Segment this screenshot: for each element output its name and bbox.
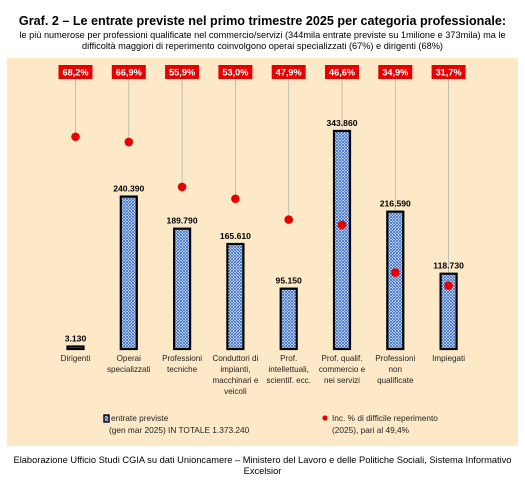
pct-label-box-2 [165, 65, 200, 79]
pct-label-2: 55,9% [169, 67, 195, 77]
pct-label-box-6 [378, 65, 413, 79]
pct-label-6: 34,9% [382, 67, 408, 77]
pct-label-5: 46,6% [329, 67, 355, 77]
chart-subtitle: le più numerose per professioni qualific… [19, 30, 506, 51]
bar-3 [226, 242, 245, 351]
category-label-6: Professioni non qualificate [375, 354, 415, 385]
dot-1 [124, 137, 134, 147]
dot-3 [231, 194, 240, 204]
category-label-0: Dirigenti [61, 354, 91, 363]
dot-0 [71, 132, 80, 142]
pct-label-7: 31,7% [436, 67, 462, 77]
pct-label-box-4 [271, 65, 306, 79]
category-label-2: Professioni tecniche [162, 354, 202, 374]
bar-6 [386, 210, 405, 351]
bar-value-label-5: 343.860 [326, 118, 357, 128]
chart-panel: 68,2% 66,9% 55,9% 53,0% 47,9% 46,6% 34,9% 31,7%… [7, 58, 518, 446]
bar-value-label-7: 118.730 [433, 261, 464, 271]
bar-2 [173, 227, 192, 351]
legend-bar-label: entrate previste (gen mar 2025) IN TOTALE… [109, 413, 250, 435]
pct-label-box-7 [431, 65, 466, 79]
dot-6 [391, 268, 400, 277]
category-label-5: Prof. qualif. commercio e nei servizi [319, 354, 366, 385]
pct-label-0: 68,2% [62, 67, 88, 77]
pct-label-box-0 [58, 65, 93, 79]
dot-5 [337, 220, 347, 230]
bar-value-label-2: 189.790 [167, 216, 198, 226]
pct-label-4: 47,9% [276, 67, 302, 77]
pct-label-1: 66,9% [116, 67, 142, 77]
bar-value-label-1: 240.390 [113, 184, 144, 194]
category-label-7: Impiegati [432, 354, 465, 363]
legend-dot-label: Inc. % di difficile reperimento (2025), p… [332, 413, 438, 435]
category-label-4: Prof. intellettuali, scientif. ecc. [266, 354, 311, 385]
bar-value-label-0: 3.130 [65, 334, 87, 344]
dot-4 [284, 215, 294, 224]
dot-2 [177, 182, 187, 192]
bar-4 [279, 287, 298, 351]
pct-label-box-3 [218, 65, 253, 79]
chart-title: Graf. 2 – Le entrate previste nel primo … [18, 14, 507, 28]
bar-5 [332, 129, 352, 351]
bar-value-label-3: 165.610 [220, 231, 251, 241]
category-label-1: Operai specializzati [107, 354, 151, 374]
bar-1 [119, 195, 138, 351]
bar-0 [66, 345, 85, 351]
bar-value-label-4: 95.150 [276, 276, 303, 286]
pct-label-box-5 [325, 65, 359, 79]
bar-7 [439, 272, 458, 351]
source-note: Elaborazione Ufficio Studi CGIA su dati … [13, 455, 512, 476]
bar-dot-chart: 68,2% 66,9% 55,9% 53,0% 47,9% 46,6% 34,9% 31,7%… [58, 65, 466, 435]
legend-bar-swatch [103, 414, 110, 423]
pct-label-3: 53,0% [222, 67, 248, 77]
legend-dot-swatch [322, 415, 328, 421]
pct-label-box-1 [111, 65, 146, 79]
dot-7 [444, 281, 453, 290]
bar-value-label-6: 216.590 [380, 199, 411, 209]
category-label-3: Conduttori di impianti, macchinari e veicol… [212, 354, 258, 396]
